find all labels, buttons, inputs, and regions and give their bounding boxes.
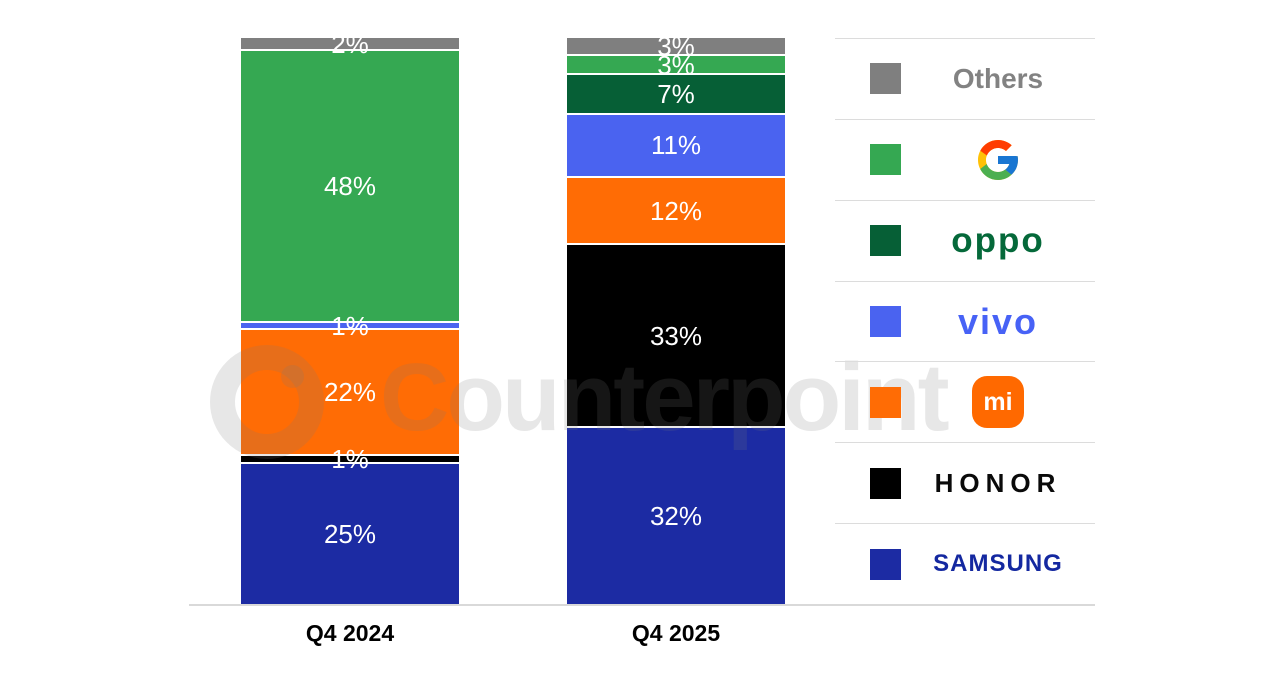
stacked-bar-q4-2025: 3% 3% 7% 11% 12% 33% 32% Q4 2025 — [567, 33, 785, 646]
samsung-logo-wrap: SAMSUNG — [901, 550, 1095, 578]
vivo-logo-wrap: vivo — [901, 301, 1095, 343]
legend-row-xiaomi: mi — [835, 361, 1095, 442]
xiaomi-logo-wrap: mi — [901, 376, 1095, 429]
segment-honor-q4-2024: 1% — [241, 446, 459, 472]
segment-vivo-q4-2024: 1% — [241, 313, 459, 339]
honor-logo: HONOR — [934, 467, 1062, 498]
segment-samsung-q4-2024: 25% — [241, 461, 459, 604]
vivo-logo: vivo — [957, 300, 1039, 342]
segment-others-q4-2024: 2% — [241, 31, 459, 57]
segment-value-label: 11% — [650, 130, 702, 161]
google-g-icon — [901, 136, 1095, 184]
segment-value-label: 22% — [323, 377, 377, 408]
segment-value-label: 7% — [657, 79, 695, 110]
vivo-swatch — [870, 306, 901, 337]
x-axis-label-q4-2025: Q4 2025 — [631, 620, 721, 646]
segment-vivo-q4-2025: 11% — [567, 113, 785, 176]
samsung-logo: SAMSUNG — [933, 550, 1063, 578]
segment-samsung-q4-2025: 32% — [567, 426, 785, 605]
x-axis-label-q4-2024: Q4 2024 — [305, 620, 395, 646]
others-swatch — [870, 63, 901, 95]
legend-row-samsung: SAMSUNG — [835, 523, 1095, 604]
others-label-wrap: Others — [901, 63, 1095, 95]
segment-oppo-q4-2025: 7% — [567, 72, 785, 114]
oppo-logo: oppo — [951, 220, 1045, 260]
segment-xiaomi-q4-2025: 12% — [567, 175, 785, 244]
segment-value-label: 12% — [649, 195, 703, 226]
xiaomi-mi-icon: mi — [972, 376, 1024, 429]
segment-value-label: 25% — [323, 518, 377, 549]
samsung-swatch — [870, 548, 901, 580]
segment-google-q4-2024: 48% — [241, 49, 459, 321]
xiaomi-swatch — [870, 386, 901, 418]
segment-value-label: 32% — [649, 501, 703, 532]
honor-swatch — [870, 467, 901, 499]
segment-value-label: 33% — [649, 320, 703, 351]
oppo-logo-wrap: oppo — [901, 221, 1095, 261]
segment-others-q4-2025: 3% — [567, 33, 785, 59]
segment-honor-q4-2025: 33% — [567, 243, 785, 427]
segment-xiaomi-q4-2024: 22% — [241, 328, 459, 454]
legend: Others oppo vivo — [835, 38, 1095, 604]
others-label: Others — [952, 62, 1044, 94]
legend-row-honor: HONOR — [835, 442, 1095, 523]
xiaomi-mi-text: mi — [983, 387, 1013, 416]
honor-logo-wrap: HONOR — [901, 468, 1095, 499]
oppo-swatch — [870, 225, 901, 257]
x-axis-line — [189, 604, 1095, 606]
legend-row-oppo: oppo — [835, 199, 1095, 281]
legend-row-google — [835, 118, 1095, 200]
google-swatch — [870, 144, 901, 176]
segment-value-label: 48% — [323, 171, 377, 202]
segment-google-q4-2025: 3% — [567, 52, 785, 78]
legend-row-others: Others — [835, 38, 1095, 119]
legend-row-vivo: vivo — [835, 280, 1095, 362]
stacked-bar-q4-2024: 2% 48% 1% 22% 1% 25% Q4 2024 — [241, 31, 459, 646]
